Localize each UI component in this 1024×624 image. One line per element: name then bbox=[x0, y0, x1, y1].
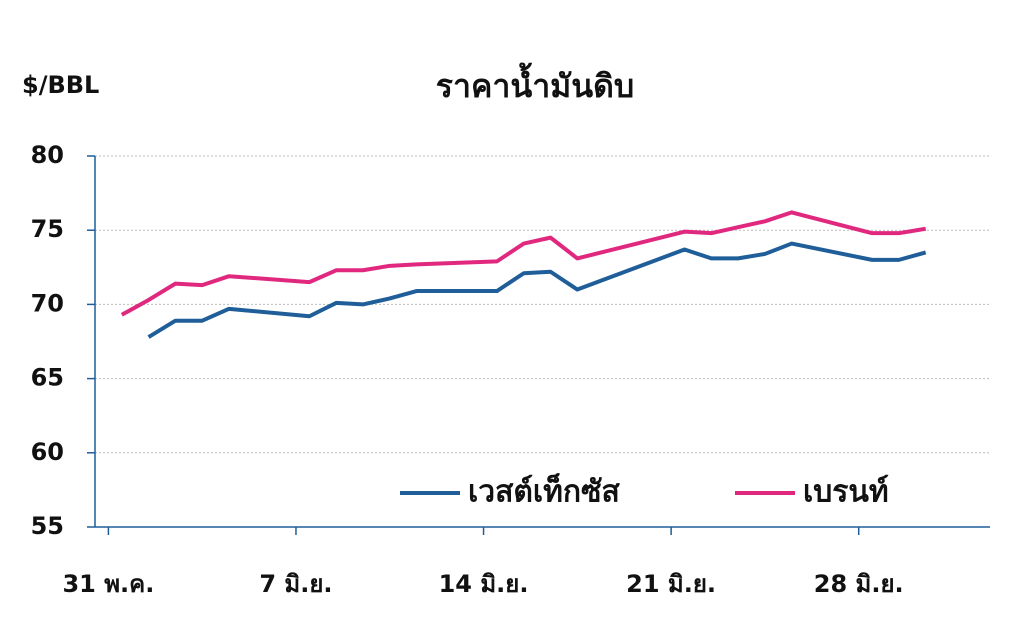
series-line bbox=[147, 241, 927, 339]
y-tick-label: 70 bbox=[31, 289, 64, 317]
y-tick-label: 60 bbox=[31, 438, 64, 466]
y-tick-label: 65 bbox=[31, 364, 64, 392]
x-tick-label: 14 มิ.ย. bbox=[439, 570, 529, 598]
chart-title: ราคาน้ำมันดิบ bbox=[436, 62, 634, 105]
series-line bbox=[120, 210, 927, 317]
y-axis-label: $/BBL bbox=[22, 71, 99, 99]
legend-label: เบรนท์ bbox=[803, 475, 889, 510]
x-tick-label: 7 มิ.ย. bbox=[259, 570, 332, 598]
legend-label: เวสต์เท็กซัส bbox=[468, 473, 620, 510]
x-tick-label: 28 มิ.ย. bbox=[814, 570, 904, 598]
x-tick-label: 31 พ.ค. bbox=[62, 570, 154, 598]
y-tick-label: 75 bbox=[31, 215, 64, 243]
x-tick-label: 21 มิ.ย. bbox=[626, 570, 716, 598]
y-tick-label: 55 bbox=[31, 512, 64, 540]
y-tick-label: 80 bbox=[31, 141, 64, 169]
